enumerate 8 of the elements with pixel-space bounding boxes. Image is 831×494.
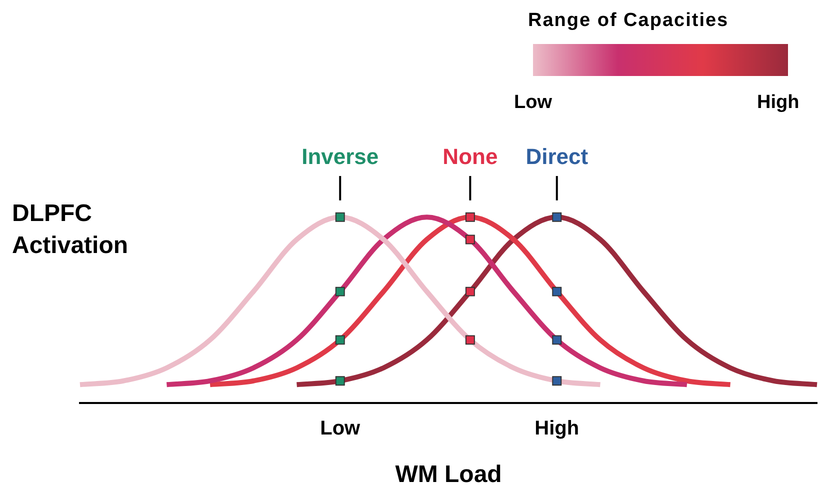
legend-title: Range of Capacities bbox=[528, 10, 729, 32]
y-axis-title: DLPFC Activation bbox=[12, 199, 130, 261]
text: None bbox=[442, 144, 498, 170]
text: Inverse bbox=[302, 144, 379, 170]
x-axis-title: WM Load bbox=[395, 461, 502, 488]
text: Direct bbox=[526, 144, 589, 170]
text: High bbox=[757, 92, 800, 114]
text: Low bbox=[514, 92, 552, 114]
